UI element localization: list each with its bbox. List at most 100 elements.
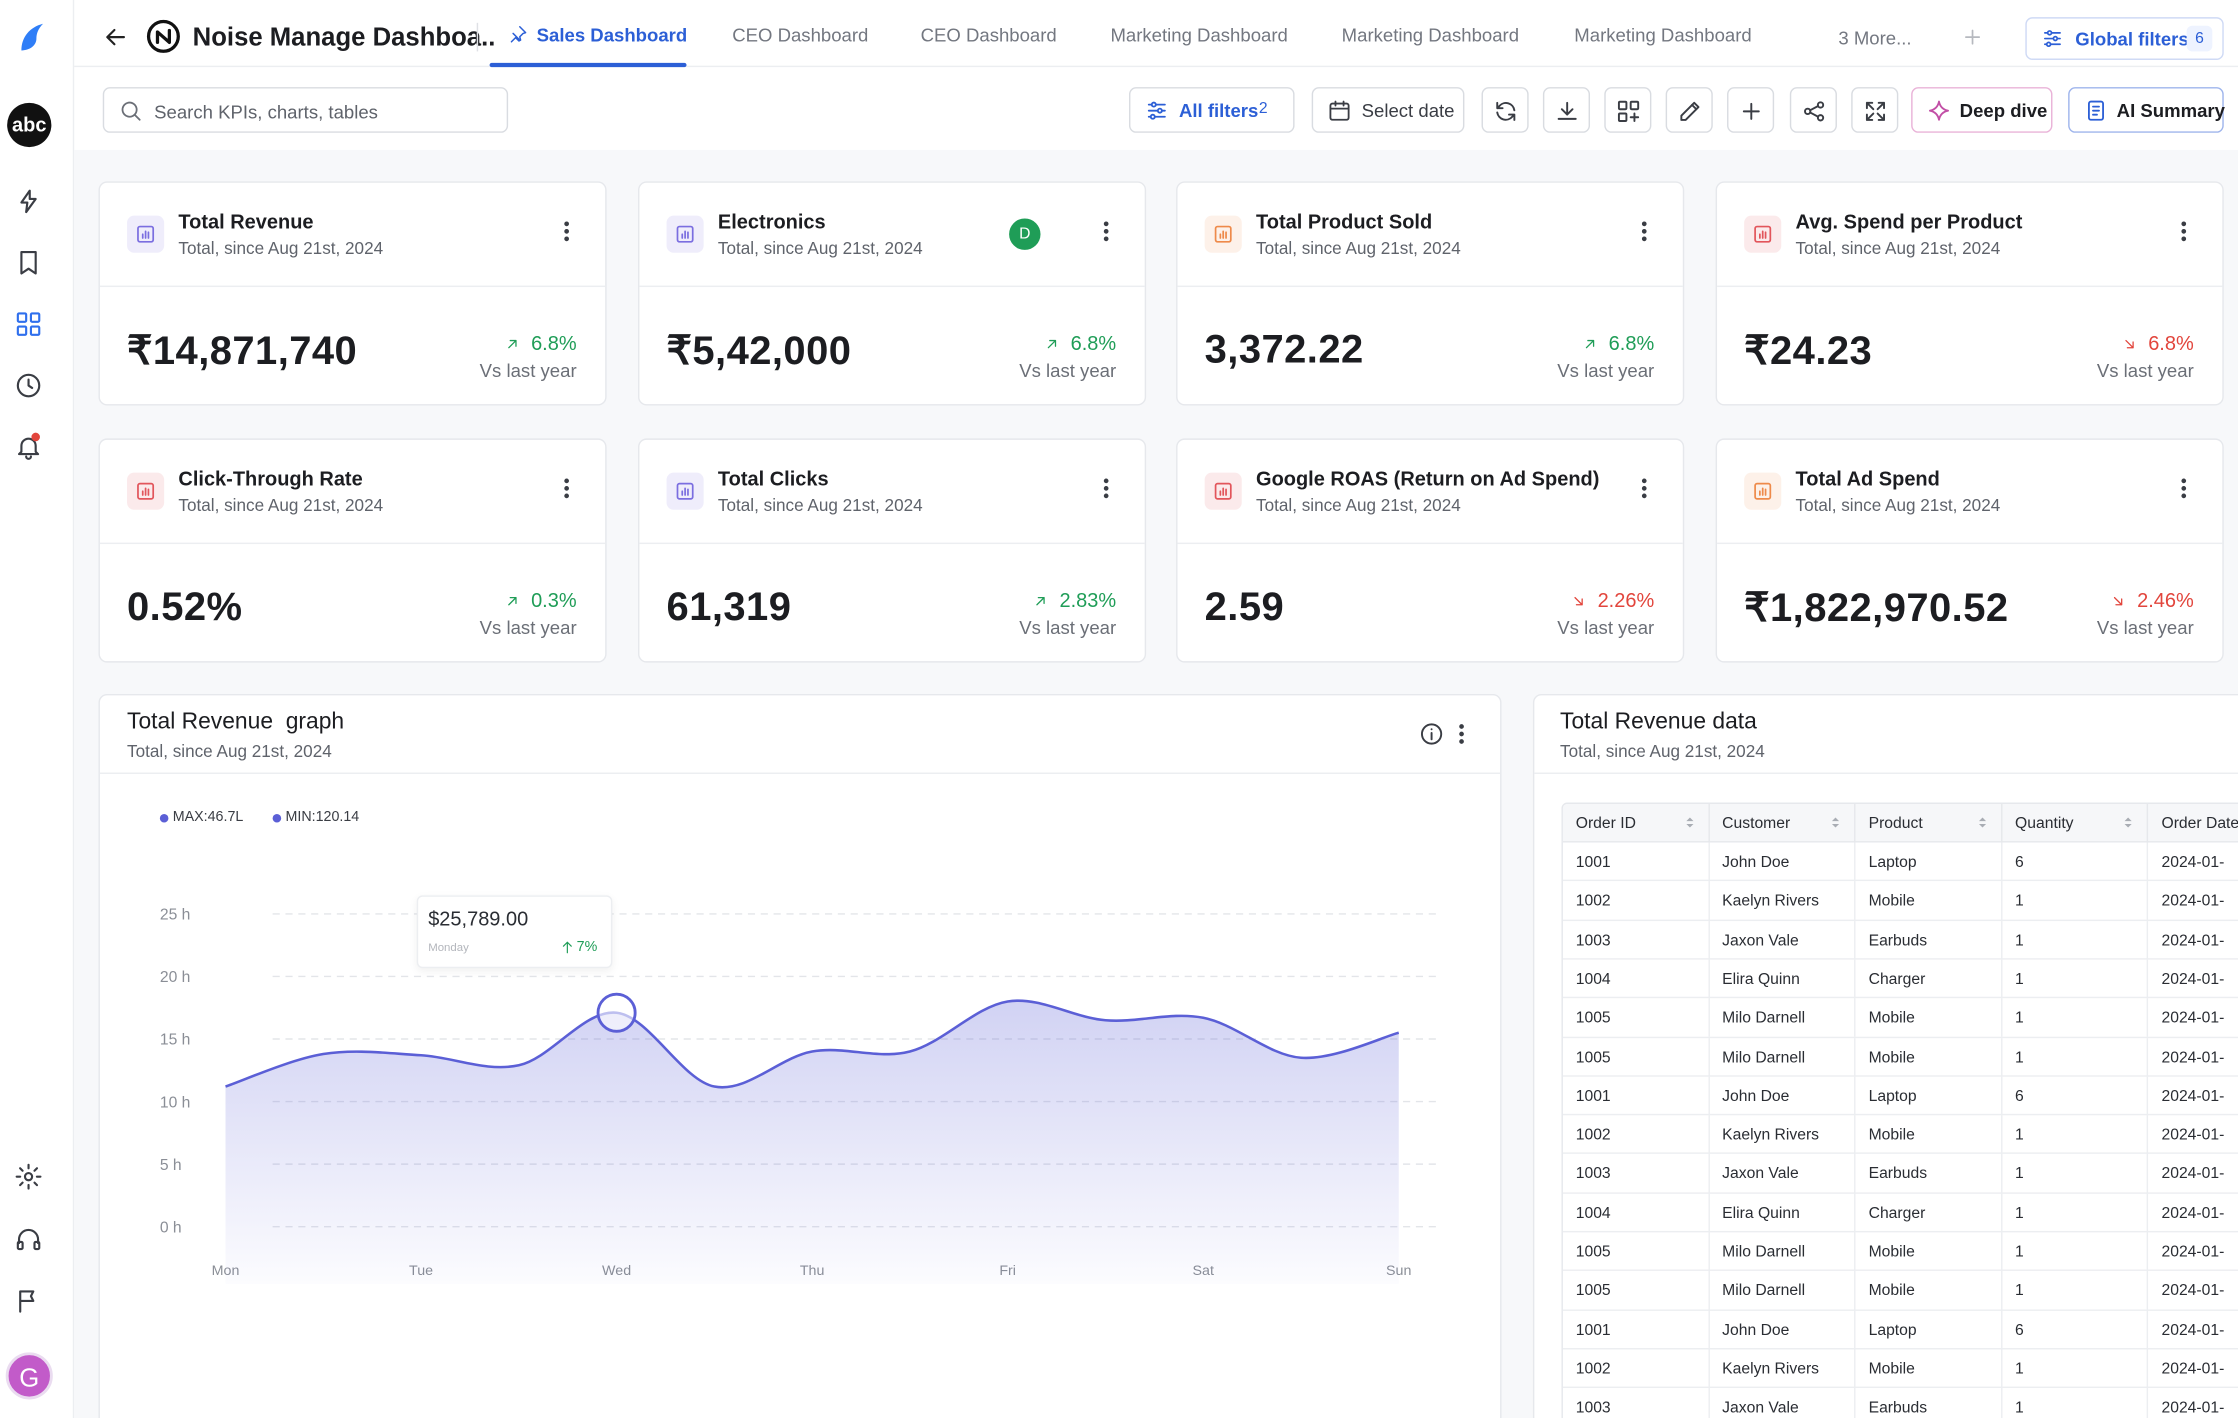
back-button[interactable]: [101, 23, 130, 52]
all-filters-button[interactable]: All filters2: [1129, 87, 1295, 133]
table-cell: Kaelyn Rivers: [1709, 1349, 1855, 1388]
table-cell: 2024-01-: [2149, 920, 2238, 959]
select-date-label: Select date: [1362, 100, 1455, 121]
nav-support[interactable]: [14, 1225, 43, 1254]
icon-shape: [2182, 230, 2185, 233]
kpi-menu[interactable]: [1093, 218, 1119, 244]
nav-dashboards[interactable]: [14, 310, 43, 339]
sort-icon: [1681, 814, 1698, 831]
add-widget-button[interactable]: [1605, 87, 1652, 133]
dashboard-tab[interactable]: CEO Dashboard: [732, 24, 868, 45]
dashboard-tab[interactable]: Marketing Dashboard: [1574, 24, 1751, 45]
more-tabs[interactable]: 3 More...: [1838, 27, 1911, 48]
icon-shape: [1631, 102, 1638, 109]
download-button[interactable]: [1543, 87, 1590, 133]
dashboard-tab[interactable]: Marketing Dashboard: [1110, 24, 1287, 45]
deep-dive-button[interactable]: Deep dive: [1911, 87, 2052, 133]
add-button[interactable]: [1728, 87, 1775, 133]
icon-shape: [1158, 109, 1162, 113]
kpi-compare: Vs last year: [480, 617, 577, 638]
icon-shape: [1643, 487, 1646, 490]
table-cell: 1: [2002, 1037, 2148, 1076]
table-cell: 6: [2002, 1076, 2148, 1115]
nav-settings[interactable]: [14, 1162, 43, 1191]
table-cell: 2024-01-: [2149, 959, 2238, 998]
table-cell-text: 2024-01-: [2161, 1400, 2224, 1417]
y-tick-label: 10 h: [160, 1094, 191, 1111]
table-cell: Mobile: [1856, 1037, 2002, 1076]
kpi-menu[interactable]: [1631, 476, 1657, 502]
table-cell: 1: [2002, 1388, 2148, 1418]
ai-summary-button[interactable]: AI Summary: [2068, 87, 2224, 133]
column-header[interactable]: Customer: [1709, 804, 1855, 843]
dashboard-tab[interactable]: Marketing Dashboard: [1342, 24, 1519, 45]
edit-button[interactable]: [1666, 87, 1713, 133]
table-cell: Milo Darnell: [1709, 998, 1855, 1037]
column-header[interactable]: Product: [1856, 804, 2002, 843]
workspace-logo[interactable]: abc: [7, 103, 51, 147]
share-button[interactable]: [1789, 87, 1836, 133]
kpi-subtitle: Total, since Aug 21st, 2024: [718, 238, 923, 258]
kpi-menu[interactable]: [1093, 476, 1119, 502]
table-cell-text: 2024-01-: [2161, 854, 2224, 871]
table-cell: Milo Darnell: [1709, 1232, 1855, 1271]
kpi-menu[interactable]: [2171, 476, 2197, 502]
nav-insights[interactable]: [14, 187, 43, 216]
kpi-card: Click-Through RateTotal, since Aug 21st,…: [98, 438, 606, 662]
table-cell-text: Earbuds: [1869, 932, 1927, 949]
kpi-change: 2.26%: [1598, 588, 1655, 611]
icon-shape: [1497, 103, 1514, 120]
table-cell: 2024-01-: [2149, 1349, 2238, 1388]
column-header[interactable]: Order ID: [1563, 804, 1709, 843]
y-tick-label: 25 h: [160, 907, 191, 924]
kpi-compare: Vs last year: [1557, 360, 1654, 381]
title-divider: [477, 23, 478, 52]
icon-shape: [2126, 341, 2133, 348]
search-box[interactable]: Search KPIs, charts, tables: [103, 87, 508, 133]
kpi-subtitle: Total, since Aug 21st, 2024: [1796, 238, 2001, 258]
icon-shape: [1643, 479, 1646, 482]
kpi-menu[interactable]: [554, 218, 580, 244]
kpi-change: 6.8%: [1071, 331, 1117, 354]
icon-shape: [1832, 818, 1839, 828]
nav-reports[interactable]: [14, 1287, 43, 1316]
global-filters-button[interactable]: Global filters6: [2025, 17, 2223, 60]
column-header[interactable]: Quantity: [2002, 804, 2148, 843]
dashboard-tab[interactable]: Sales Dashboard: [537, 24, 688, 45]
icon-shape: [34, 1242, 39, 1249]
table-cell: 1003: [1563, 920, 1709, 959]
refresh-button[interactable]: [1482, 87, 1529, 133]
table-cell: 1002: [1563, 1115, 1709, 1154]
dashboard-tab[interactable]: CEO Dashboard: [921, 24, 1057, 45]
table-cell-text: 2024-01-: [2161, 1166, 2224, 1183]
table-cell-text: 1003: [1576, 1166, 1611, 1183]
kpi-change: 2.46%: [2137, 588, 2194, 611]
nav-history[interactable]: [14, 371, 43, 400]
table-cell-text: Milo Darnell: [1722, 1283, 1805, 1300]
table-cell: 1005: [1563, 1037, 1709, 1076]
kpi-trend-arrow: [504, 336, 521, 353]
icon-shape: [29, 380, 33, 388]
select-date-button[interactable]: Select date: [1312, 87, 1465, 133]
table-cell: 2024-01-: [2149, 1232, 2238, 1271]
table-cell: 1004: [1563, 959, 1709, 998]
table-cell-text: 2024-01-: [2161, 1361, 2224, 1378]
nav-bookmarks[interactable]: [14, 248, 43, 277]
add-tab[interactable]: [1961, 26, 1984, 49]
icon-shape: [2182, 237, 2185, 240]
column-header[interactable]: Order Date: [2149, 804, 2238, 843]
table-cell-text: 2024-01-: [2161, 1322, 2224, 1339]
kpi-title: Total Ad Spend: [1796, 467, 1940, 490]
fullscreen-button[interactable]: [1851, 87, 1898, 133]
table-cell-text: 1005: [1576, 1244, 1611, 1261]
table-cell-text: 1005: [1576, 1283, 1611, 1300]
kpi-card: Total RevenueTotal, since Aug 21st, 2024…: [98, 181, 606, 405]
table-cell: Laptop: [1856, 1076, 2002, 1115]
brand-logo: [146, 19, 182, 55]
kpi-menu[interactable]: [1631, 218, 1657, 244]
kpi-trend-arrow: [1581, 336, 1598, 353]
kpi-menu[interactable]: [2171, 218, 2197, 244]
user-avatar[interactable]: G: [6, 1352, 53, 1399]
kpi-menu[interactable]: [554, 476, 580, 502]
icon-shape: [21, 24, 43, 51]
